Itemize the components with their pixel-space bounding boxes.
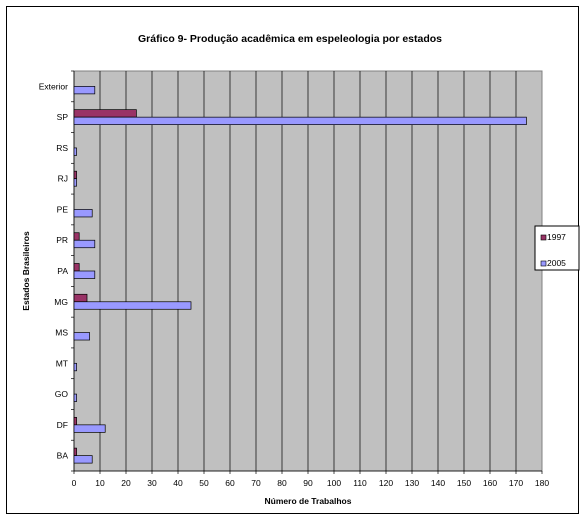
y-tick-label: RJ	[58, 174, 68, 184]
x-tick-label: 170	[509, 478, 523, 488]
bar-2005-MS	[73, 332, 90, 341]
legend: 1997 2005	[534, 225, 580, 271]
bar-2005-DF	[73, 424, 106, 433]
x-tick-label: 140	[431, 478, 445, 488]
bar-2005-GO	[73, 393, 77, 402]
x-tick-label: 70	[251, 478, 261, 488]
x-tick-label: 160	[483, 478, 497, 488]
bar-1997-RJ	[73, 170, 77, 180]
y-tick-label: PE	[57, 204, 69, 214]
chart-frame: Gráfico 9- Produção acadêmica em espeleo…	[6, 6, 580, 514]
legend-swatch-1997	[540, 234, 547, 241]
bar-2005-Exterior	[73, 86, 96, 95]
bar-1997-SP	[73, 109, 137, 118]
bar-1997-DF	[73, 416, 77, 426]
x-tick-label: 20	[121, 478, 131, 488]
bar-2005-RS	[73, 147, 77, 156]
x-axis-title: Número de Trabalhos	[265, 496, 352, 506]
x-tick-label: 10	[95, 478, 105, 488]
y-tick-label: SP	[57, 112, 69, 122]
y-tick-label: BA	[57, 451, 69, 461]
y-tick-label: MG	[54, 297, 68, 307]
x-tick-label: 120	[379, 478, 393, 488]
x-tick-label: 40	[173, 478, 183, 488]
y-axis-title: Estados Brasileiros	[21, 231, 31, 311]
bar-1997-PR	[73, 232, 80, 241]
x-tick-label: 30	[147, 478, 157, 488]
y-tick-label: PR	[56, 235, 68, 245]
bar-2005-BA	[73, 455, 93, 464]
x-tick-label: 80	[277, 478, 287, 488]
x-tick-label: 130	[405, 478, 419, 488]
y-tick-label: RS	[56, 143, 68, 153]
bar-2005-RJ	[73, 178, 77, 187]
y-tick-label: PA	[57, 266, 68, 276]
x-tick-label: 0	[72, 478, 77, 488]
x-tick-label: 100	[327, 478, 341, 488]
bar-2005-SP	[73, 116, 527, 126]
x-tick-label: 90	[303, 478, 313, 488]
y-tick-label: MS	[55, 328, 68, 338]
y-tick-label: DF	[57, 420, 68, 430]
bar-1997-MG	[73, 293, 88, 303]
legend-swatch-2005	[540, 260, 547, 267]
bar-2005-MG	[73, 301, 192, 310]
bar-2005-MT	[73, 362, 77, 372]
bar-2005-PE	[73, 209, 93, 218]
bars	[73, 86, 527, 464]
bar-2005-PR	[73, 239, 96, 249]
y-axis-ticks: Exterior SP RS RJ PE PR PA MG MS MT GO DF BA	[39, 70, 74, 472]
y-tick-label: MT	[56, 358, 68, 368]
bar-1997-PA	[73, 263, 80, 272]
y-tick-label: GO	[55, 389, 69, 399]
x-tick-label: 150	[457, 478, 471, 488]
chart-title: Gráfico 9- Produção acadêmica em espeleo…	[138, 33, 442, 45]
bar-2005-PA	[73, 270, 96, 279]
legend-label-2005: 2005	[547, 258, 566, 268]
bar-1997-BA	[73, 447, 77, 456]
x-tick-label: 180	[535, 478, 549, 488]
bar-chart: Gráfico 9- Produção acadêmica em espeleo…	[21, 33, 580, 506]
x-tick-label: 110	[353, 478, 367, 488]
y-tick-label: Exterior	[39, 81, 68, 91]
x-tick-label: 60	[225, 478, 235, 488]
x-axis-ticks: 0 10 20 30 40 50 60 70 80 90 100 110 120 130 140 150 160…	[72, 478, 550, 488]
legend-label-1997: 1997	[547, 232, 566, 242]
x-tick-label: 50	[199, 478, 209, 488]
